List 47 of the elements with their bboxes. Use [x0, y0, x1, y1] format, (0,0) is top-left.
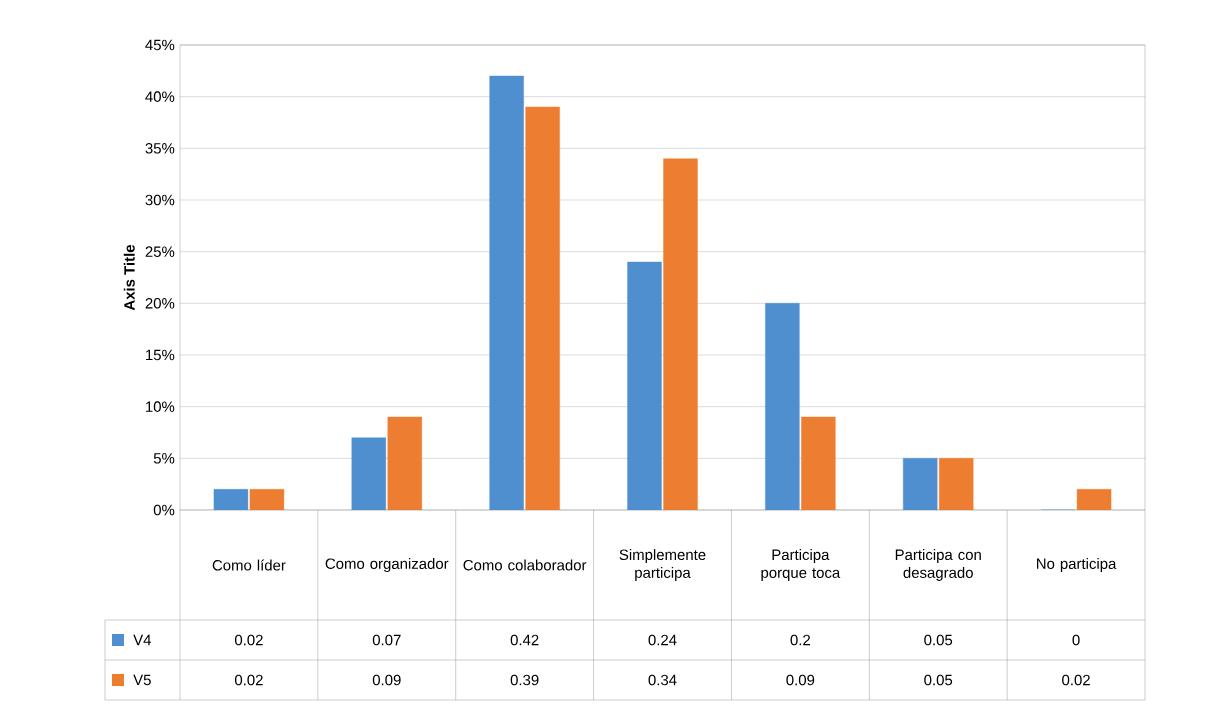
x-tick-label: Como colaborador [463, 559, 587, 571]
data-label: 0.34 [648, 674, 677, 686]
data-label: 0.09 [372, 674, 401, 686]
bar [765, 303, 800, 510]
x-tick-label: Como organizador [325, 558, 449, 572]
y-tick-label: 20% [145, 298, 175, 309]
bar [939, 458, 974, 510]
legend-label: V5 [133, 674, 151, 686]
bar [627, 261, 662, 510]
y-tick-label: 25% [145, 246, 175, 257]
y-tick-label: 40% [145, 91, 175, 102]
y-tick-label: 10% [146, 401, 175, 412]
y-tick-label: 35% [145, 143, 175, 154]
bar [663, 158, 698, 510]
y-tick-label: 30% [145, 194, 175, 206]
x-tick-label: Participa con desagrado [895, 549, 981, 581]
data-label: 0.02 [1062, 674, 1090, 686]
y-tick-label: 45% [145, 39, 175, 51]
bar [903, 458, 938, 510]
x-tick-label: Simplemente participa [619, 549, 706, 581]
data-label: 0.02 [234, 674, 263, 686]
y-tick-label: 5% [153, 453, 175, 464]
x-tick-label: Participa porque toca [761, 549, 841, 581]
bar [387, 416, 422, 510]
bar [801, 416, 836, 510]
bar [489, 75, 524, 510]
bar [525, 106, 560, 510]
data-label: 0 [1072, 634, 1080, 646]
x-tick-label: No participa [1037, 558, 1117, 572]
y-tick-label: 15% [146, 349, 175, 361]
data-label: 0.05 [924, 674, 953, 686]
data-label: 0.24 [648, 634, 677, 646]
bar [351, 437, 386, 510]
data-label: 0.2 [790, 634, 811, 646]
bar [213, 489, 249, 510]
data-label: 0.07 [372, 634, 401, 646]
y-tick-label: 0% [153, 504, 175, 516]
y-axis-title: Axis Title [123, 244, 135, 311]
data-label: 0.02 [234, 634, 263, 646]
data-label: 0.05 [924, 634, 953, 646]
data-label: 0.09 [786, 674, 815, 686]
bar [249, 489, 285, 510]
bar [1076, 489, 1112, 510]
data-label: 0.39 [510, 674, 539, 686]
legend-label: V4 [133, 634, 152, 646]
x-tick-label: Como líder [212, 559, 286, 571]
data-label: 0.42 [510, 634, 539, 646]
